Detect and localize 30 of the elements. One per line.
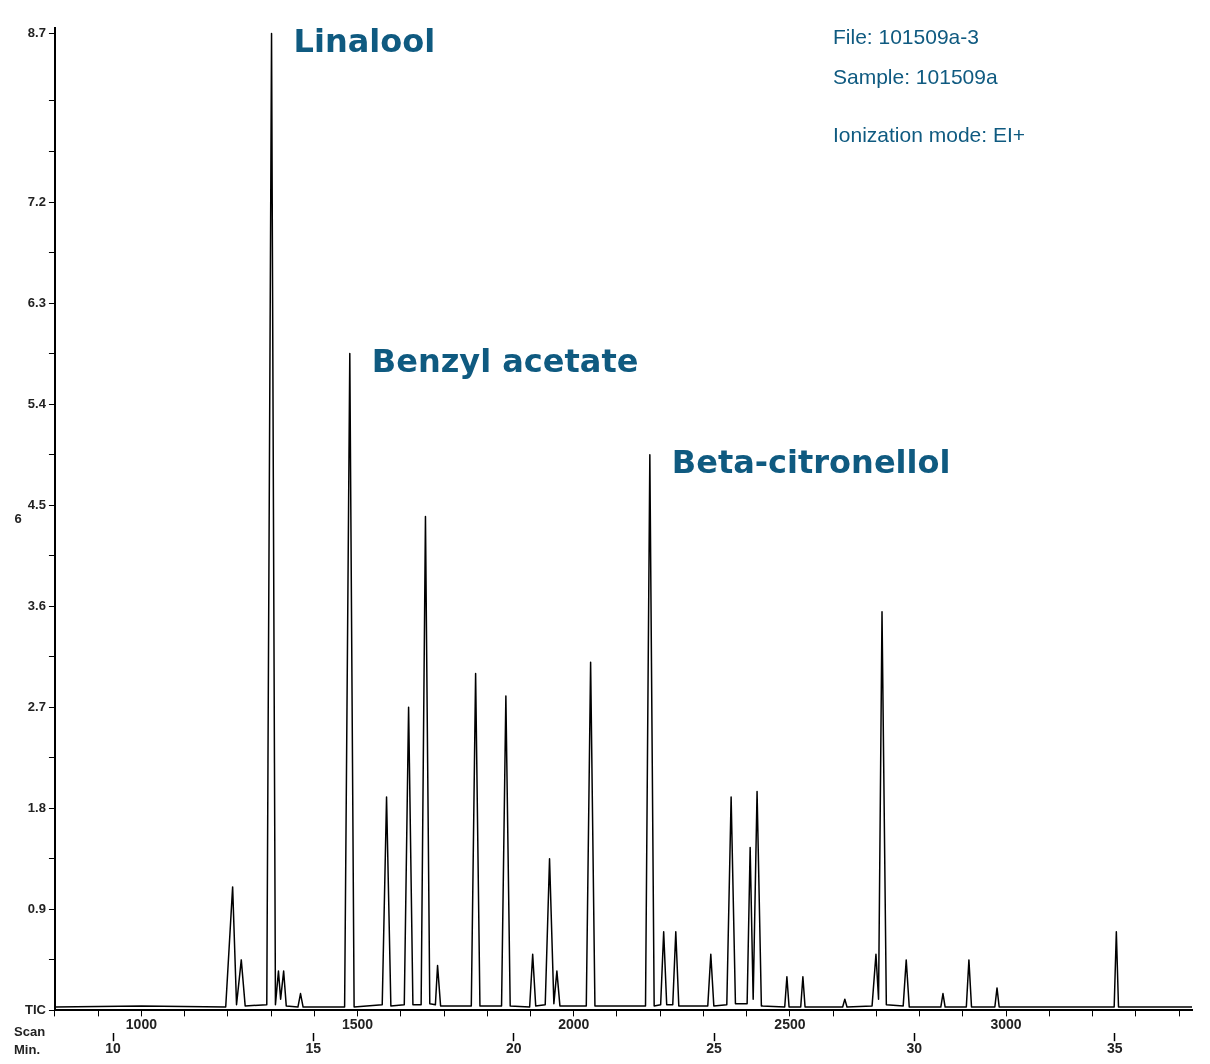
y-tick-label: 7.2 <box>27 193 46 209</box>
annotation: File: 101509a-3 <box>833 24 979 48</box>
x2-tick-label: 25 <box>706 1040 723 1057</box>
y-tick-label: TIC <box>24 1001 47 1017</box>
y-tick-label: 2.7 <box>27 698 46 714</box>
y-axis-title: 6 <box>14 510 22 526</box>
y-tick-label: 8.7 <box>27 25 46 41</box>
x-tick-label: 2000 <box>558 1015 590 1032</box>
annotation: Ionization mode: EI+ <box>833 122 1026 146</box>
x-tick-label: 1000 <box>125 1015 158 1032</box>
annotation: Sample: 101509a <box>833 64 998 88</box>
y-tick-label: 5.4 <box>27 395 47 411</box>
y-tick-label: 3.6 <box>27 597 46 613</box>
annotation: Benzyl acetate <box>371 341 639 380</box>
x-axis-title: Scan <box>14 1023 46 1039</box>
y-tick-label: 0.9 <box>27 900 46 916</box>
annotation: Linalool <box>293 21 436 60</box>
x2-tick-label: 35 <box>1106 1040 1123 1057</box>
x2-axis-title: Min. <box>14 1041 40 1057</box>
x2-tick-label: 15 <box>305 1040 322 1057</box>
annotation: Beta-citronellol <box>671 442 951 481</box>
x2-tick-label: 20 <box>505 1040 522 1057</box>
x2-tick-label: 30 <box>906 1040 923 1057</box>
x-tick-label: 3000 <box>990 1015 1022 1032</box>
y-tick-label: 4.5 <box>27 496 46 512</box>
x-tick-label: 2500 <box>774 1015 806 1032</box>
x-tick-label: 1500 <box>342 1015 374 1032</box>
y-tick-label: 1.8 <box>27 799 46 815</box>
x2-tick-label: 10 <box>105 1040 122 1057</box>
y-tick-label: 6.3 <box>27 294 46 310</box>
